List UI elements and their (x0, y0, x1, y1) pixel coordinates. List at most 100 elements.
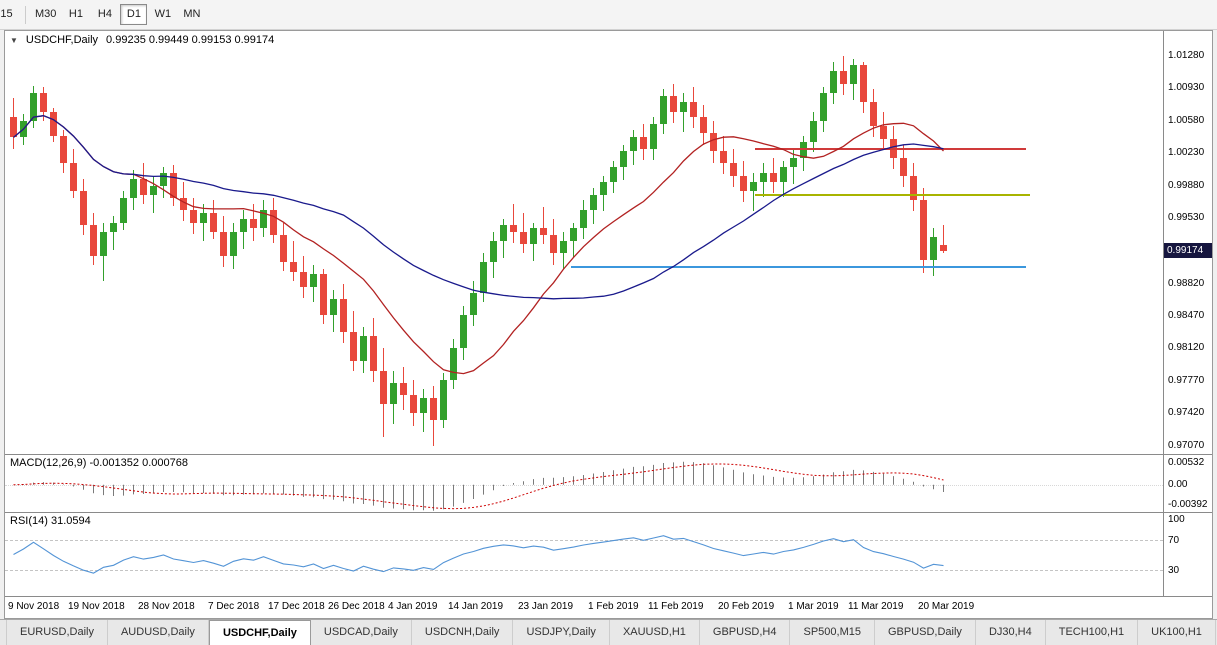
price-axis-label: 0.97070 (1168, 439, 1205, 451)
chart-tab-uk100[interactable]: UK100,H1 (1138, 620, 1216, 645)
candle-body (320, 274, 327, 316)
chart-tab-sp500[interactable]: SP500,M15 (790, 620, 875, 645)
chart-tab-xauusd[interactable]: XAUUSD,H1 (610, 620, 700, 645)
candle-body (440, 379, 447, 420)
price-axis-label: 0.98470 (1168, 310, 1205, 322)
main-plot[interactable]: ▼ USDCHF,Daily 0.99235 0.99449 0.99153 0… (5, 31, 1163, 454)
chart-header: ▼ USDCHF,Daily 0.99235 0.99449 0.99153 0… (10, 34, 274, 46)
candle-body (160, 172, 167, 186)
candle-body (600, 181, 607, 195)
timeframe-button-h4[interactable]: H4 (97, 8, 112, 20)
candle-body (350, 331, 357, 362)
rsi-axis[interactable]: 100 70 30 (1163, 513, 1212, 596)
chart-window: ▼ USDCHF,Daily 0.99235 0.99449 0.99153 0… (4, 30, 1213, 619)
candle-body (470, 292, 477, 316)
candle-body (90, 225, 97, 256)
candle-wick (543, 206, 544, 244)
trend-line[interactable] (571, 266, 1027, 269)
candle-body (750, 181, 757, 192)
candle-body (690, 102, 697, 118)
candle-body (560, 241, 567, 254)
chart-tab-eurusd[interactable]: EURUSD,Daily (6, 620, 108, 645)
candle-body (660, 95, 667, 124)
candle-body (850, 65, 857, 84)
timeframe-button-h1[interactable]: H1 (68, 8, 83, 20)
time-axis-label: 4 Jan 2019 (388, 601, 438, 612)
candle-body (10, 117, 17, 138)
price-axis-label: 0.97770 (1168, 374, 1205, 386)
time-axis-label: 23 Jan 2019 (518, 601, 574, 612)
rsi-level-line (5, 569, 1163, 571)
candle-body (390, 382, 397, 404)
candle-body (280, 234, 287, 263)
candle-body (860, 65, 867, 103)
time-axis-label: 11 Mar 2019 (848, 601, 904, 612)
price-axis-label: 1.00930 (1168, 82, 1205, 94)
candle-body (300, 271, 307, 288)
candle-body (200, 213, 207, 223)
candle-body (680, 102, 687, 112)
candle-body (50, 111, 57, 136)
candle-body (610, 167, 617, 182)
macd-plot[interactable]: MACD(12,26,9) -0.001352 0.000768 (5, 455, 1163, 512)
candle-body (810, 120, 817, 143)
candle-body (630, 137, 637, 152)
main-chart-panel: ▼ USDCHF,Daily 0.99235 0.99449 0.99153 0… (5, 31, 1212, 454)
time-axis-label: 19 Nov 2018 (68, 601, 125, 612)
timeframe-button-d1[interactable]: D1 (120, 4, 148, 25)
candle-body (260, 209, 267, 229)
chart-tab-tech100[interactable]: TECH100,H1 (1046, 620, 1139, 645)
trend-line[interactable] (755, 147, 1027, 150)
rsi-axis-label: 100 (1168, 514, 1185, 525)
timeframe-button-15[interactable]: 15 (0, 8, 13, 20)
candle-body (580, 209, 587, 229)
candle-body (270, 209, 277, 235)
candle-body (70, 163, 77, 192)
candle-body (220, 231, 227, 256)
candle-body (910, 176, 917, 201)
candle-body (80, 191, 87, 226)
time-axis-label: 26 Dec 2018 (328, 601, 385, 612)
candle-wick (153, 176, 154, 214)
macd-label: MACD(12,26,9) -0.001352 0.000768 (10, 457, 188, 469)
timeframe-button-m30[interactable]: M30 (35, 8, 57, 20)
candle-body (570, 228, 577, 242)
candle-body (190, 209, 197, 223)
timeframe-button-mn[interactable]: MN (183, 8, 201, 20)
price-axis-label: 0.97420 (1168, 407, 1205, 419)
time-axis[interactable]: 9 Nov 2018 19 Nov 2018 28 Nov 2018 7 Dec 20… (5, 596, 1212, 618)
timeframe-toolbar: 15 M30 H1 H4 D1 W1 MN (0, 0, 1217, 30)
candle-body (140, 179, 147, 195)
price-axis[interactable]: 0.99174 1.01280 1.00930 1.00580 1.00230 0.99… (1163, 31, 1212, 454)
candle-body (430, 398, 437, 420)
chart-tab-usdcad[interactable]: USDCAD,Daily (311, 620, 412, 645)
candle-body (530, 228, 537, 244)
candle-body (740, 176, 747, 192)
macd-axis-label: 0.00 (1168, 478, 1188, 490)
macd-axis[interactable]: 0.00532 0.00 -0.00392 (1163, 455, 1212, 512)
candle-body (920, 200, 927, 260)
chevron-down-icon[interactable]: ▼ (10, 35, 18, 45)
chart-tab-dj30[interactable]: DJ30,H4 (976, 620, 1046, 645)
chart-tab-gbpusd[interactable]: GBPUSD,Daily (875, 620, 976, 645)
trend-line[interactable] (755, 193, 1030, 196)
candle-body (110, 222, 117, 232)
chart-tab-audusd[interactable]: AUDUSD,Daily (108, 620, 209, 645)
candle-body (720, 151, 727, 164)
rsi-plot[interactable]: RSI(14) 31.0594 (5, 513, 1163, 596)
price-axis-label: 1.00230 (1168, 147, 1205, 159)
chart-tab-gbpusd[interactable]: GBPUSD,H4 (700, 620, 791, 645)
timeframe-button-w1[interactable]: W1 (154, 8, 172, 20)
candle-body (100, 231, 107, 256)
candle-body (330, 299, 337, 316)
candle-body (40, 93, 47, 112)
chart-tab-usdchf[interactable]: USDCHF,Daily (208, 620, 311, 645)
chart-tab-usdcnh[interactable]: USDCNH,Daily (412, 620, 514, 645)
rsi-label: RSI(14) 31.0594 (10, 515, 91, 527)
chart-tab-usdjpy[interactable]: USDJPY,Daily (513, 620, 610, 645)
candle-body (710, 132, 717, 152)
candle-body (400, 382, 407, 395)
candle-body (880, 126, 887, 140)
time-axis-label: 1 Feb 2019 (588, 601, 639, 612)
candle-body (290, 262, 297, 272)
